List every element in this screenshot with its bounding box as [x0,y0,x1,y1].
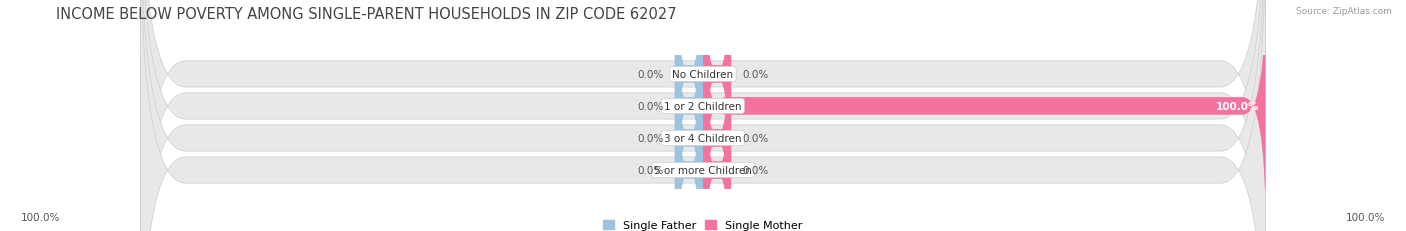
FancyBboxPatch shape [141,0,1265,231]
Text: No Children: No Children [672,70,734,79]
FancyBboxPatch shape [675,52,703,231]
FancyBboxPatch shape [141,0,1265,231]
Text: 100.0%: 100.0% [21,212,60,222]
FancyBboxPatch shape [675,20,703,231]
Text: 1 or 2 Children: 1 or 2 Children [664,101,742,112]
Text: 0.0%: 0.0% [742,165,769,175]
Text: INCOME BELOW POVERTY AMONG SINGLE-PARENT HOUSEHOLDS IN ZIP CODE 62027: INCOME BELOW POVERTY AMONG SINGLE-PARENT… [56,7,676,22]
Text: 0.0%: 0.0% [742,70,769,79]
Text: Source: ZipAtlas.com: Source: ZipAtlas.com [1296,7,1392,16]
FancyBboxPatch shape [675,0,703,225]
Text: 0.0%: 0.0% [742,133,769,143]
Text: 0.0%: 0.0% [637,70,664,79]
FancyBboxPatch shape [141,0,1265,231]
Text: 100.0%: 100.0% [1346,212,1385,222]
FancyBboxPatch shape [703,52,731,231]
Text: 0.0%: 0.0% [637,101,664,112]
Text: 5 or more Children: 5 or more Children [654,165,752,175]
FancyBboxPatch shape [703,20,731,231]
Text: 100.0%: 100.0% [1216,101,1260,112]
FancyBboxPatch shape [703,0,731,193]
FancyBboxPatch shape [703,0,1265,225]
FancyBboxPatch shape [675,0,703,193]
FancyBboxPatch shape [141,0,1265,231]
Legend: Single Father, Single Mother: Single Father, Single Mother [599,216,807,231]
Text: 3 or 4 Children: 3 or 4 Children [664,133,742,143]
Text: 0.0%: 0.0% [637,165,664,175]
Text: 0.0%: 0.0% [637,133,664,143]
